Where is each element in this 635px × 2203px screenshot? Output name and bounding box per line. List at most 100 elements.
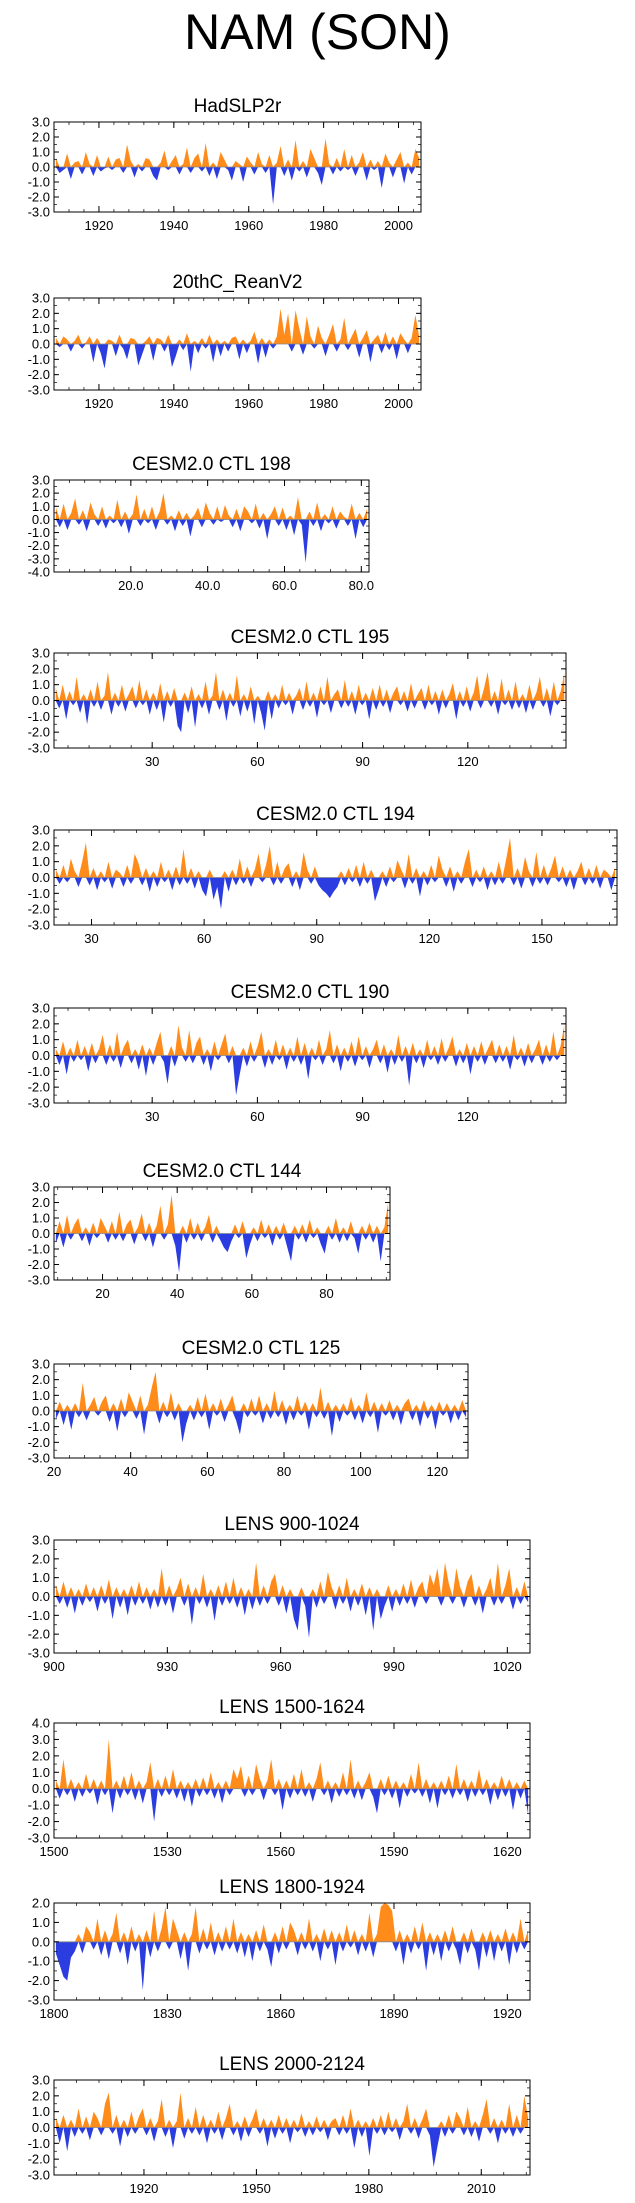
y-tick-label: 0.0 bbox=[32, 337, 50, 352]
negative-area bbox=[55, 519, 368, 563]
x-tick-label: 960 bbox=[270, 1659, 292, 1674]
y-tick-label: -2.0 bbox=[28, 190, 50, 205]
panel-title: CESM2.0 CTL 195 bbox=[231, 627, 390, 648]
y-tick-label: -2.0 bbox=[28, 1627, 50, 1642]
y-tick-label: 1.0 bbox=[32, 1915, 50, 1930]
x-tick-label: 80.0 bbox=[349, 578, 374, 593]
negative-area bbox=[55, 1941, 529, 1991]
y-tick-label: 2.0 bbox=[32, 2088, 50, 2103]
x-tick-label: 1920 bbox=[129, 2181, 158, 2196]
y-tick-label: -1.0 bbox=[28, 1419, 50, 1434]
x-tick-label: 990 bbox=[383, 1659, 405, 1674]
panel-6: CESM2.0 CTL 144 3.02.01.00.0-1.0-2.0-3.0 2… bbox=[28, 1161, 391, 1301]
x-tick-label: 30 bbox=[84, 931, 98, 946]
positive-area bbox=[55, 138, 420, 167]
panel-8: LENS 900-1024 3.0 2.0 1.0 0.0 -1.0 -2.0 -3.0900… bbox=[28, 1514, 531, 1674]
positive-area bbox=[55, 837, 616, 878]
positive-area bbox=[55, 1903, 529, 1942]
y-tick-label: -3.0 bbox=[28, 205, 50, 220]
panel-9: LENS 1500-1624 4.03.02.0 1.00.0 -1.0-2.0 -3.… bbox=[28, 1697, 531, 1859]
y-tick-label: -1.0 bbox=[28, 175, 50, 190]
x-tick-label: 150 bbox=[531, 931, 553, 946]
x-tick-label: 1940 bbox=[159, 218, 188, 233]
y-tick-label: -1.0 bbox=[28, 709, 50, 724]
panel-title: CESM2.0 CTL 198 bbox=[132, 454, 291, 475]
x-tick-label: 1960 bbox=[234, 218, 263, 233]
y-tick-label: 2.0 bbox=[32, 838, 50, 853]
y-tick-label: -1.0 bbox=[28, 1064, 50, 1079]
y-tick-label: 3.0 bbox=[32, 1533, 50, 1548]
panel-title: LENS 900-1024 bbox=[224, 1514, 360, 1535]
y-tick-label: 1.0 bbox=[32, 2104, 50, 2119]
y-tick-label: 1.0 bbox=[32, 1570, 50, 1585]
x-tick-label: 30 bbox=[145, 1109, 159, 1124]
y-tick-label: -2.0 bbox=[28, 1435, 50, 1450]
y-tick-label: 2.0 bbox=[32, 486, 50, 501]
y-tick-label: -1.0 bbox=[28, 525, 50, 540]
y-tick-label: 1.0 bbox=[32, 321, 50, 336]
x-tick-label: 2010 bbox=[467, 2181, 496, 2196]
panel-title: 20thC_ReanV2 bbox=[173, 272, 303, 293]
y-tick-label: 0.0 bbox=[32, 693, 50, 708]
y-tick-label: 2.0 bbox=[32, 1016, 50, 1031]
y-tick-label: -1.0 bbox=[28, 1954, 50, 1969]
x-tick-label: 1830 bbox=[153, 2006, 182, 2021]
positive-area bbox=[55, 493, 368, 520]
y-tick-label: 3.0 bbox=[32, 473, 50, 488]
y-tick-label: 2.0 bbox=[32, 1896, 50, 1911]
y-tick-label: 0.0 bbox=[32, 160, 50, 175]
y-tick-label: 3.0 bbox=[32, 1001, 50, 1016]
y-tick-label: -1.0 bbox=[28, 2136, 50, 2151]
x-tick-label: 40 bbox=[170, 1286, 184, 1301]
y-tick-label: -2.0 bbox=[28, 902, 50, 917]
y-tick-label: -1.0 bbox=[28, 352, 50, 367]
y-tick-label: -4.0 bbox=[28, 565, 50, 580]
x-tick-label: 1530 bbox=[153, 1844, 182, 1859]
x-tick-label: 120 bbox=[426, 1464, 448, 1479]
x-tick-label: 1920 bbox=[84, 218, 113, 233]
x-tick-label: 2000 bbox=[384, 218, 413, 233]
y-tick-label: 3.0 bbox=[32, 823, 50, 838]
x-tick-label: 20 bbox=[95, 1286, 109, 1301]
y-tick-label: 3.0 bbox=[32, 1180, 50, 1195]
panel-1: 20thC_ReanV2 3.02.01.00.0-1.0-2.0-3.0 1920… bbox=[28, 272, 422, 411]
x-tick-label: 60 bbox=[245, 1286, 259, 1301]
x-tick-label: 900 bbox=[43, 1659, 65, 1674]
y-tick-label: -2.0 bbox=[28, 1973, 50, 1988]
negative-area bbox=[55, 1233, 389, 1273]
y-tick-label: 2.0 bbox=[32, 1748, 50, 1763]
x-tick-label: 1500 bbox=[40, 1844, 69, 1859]
negative-area bbox=[55, 1055, 565, 1096]
panel-11: LENS 2000-2124 3.02.01.00.0-1.0-2.0-3.0 19… bbox=[28, 2054, 531, 2196]
x-tick-label: 1960 bbox=[234, 396, 263, 411]
y-tick-label: 2.0 bbox=[32, 1195, 50, 1210]
x-tick-label: 1800 bbox=[40, 2006, 69, 2021]
y-tick-label: -3.0 bbox=[28, 1646, 50, 1661]
panel-7: CESM2.0 CTL 125 3.02.01.00.0-1.0-2.0-3.02… bbox=[28, 1338, 469, 1479]
panel-0: HadSLP2r 3.02.01.00.0-1.0-2.0-3.0 1920 1940… bbox=[28, 96, 422, 233]
positive-area bbox=[55, 1371, 467, 1411]
y-tick-label: -1.0 bbox=[28, 1242, 50, 1257]
x-tick-label: 40 bbox=[123, 1464, 137, 1479]
x-tick-label: 1860 bbox=[266, 2006, 295, 2021]
y-tick-label: -3.0 bbox=[28, 551, 50, 566]
y-tick-label: -3.0 bbox=[28, 1831, 50, 1846]
y-tick-label: -3.0 bbox=[28, 1096, 50, 1111]
y-tick-label: 4.0 bbox=[32, 1716, 50, 1731]
negative-area bbox=[55, 344, 420, 372]
x-tick-label: 930 bbox=[156, 1659, 178, 1674]
x-tick-label: 1620 bbox=[493, 1844, 522, 1859]
x-tick-label: 1590 bbox=[380, 1844, 409, 1859]
y-tick-label: 1.0 bbox=[32, 1211, 50, 1226]
x-tick-label: 1980 bbox=[354, 2181, 383, 2196]
y-tick-label: 1.0 bbox=[32, 677, 50, 692]
positive-area bbox=[55, 1025, 565, 1056]
x-tick-label: 1560 bbox=[266, 1844, 295, 1859]
positive-area bbox=[55, 2092, 529, 2128]
panel-2: CESM2.0 CTL 198 3.02.01.00.0-1.0-2.0-3.0-… bbox=[28, 454, 374, 593]
y-tick-label: 0.0 bbox=[32, 2120, 50, 2135]
x-tick-label: 60 bbox=[197, 931, 211, 946]
y-tick-label: -2.0 bbox=[28, 1814, 50, 1829]
x-tick-label: 1980 bbox=[309, 396, 338, 411]
